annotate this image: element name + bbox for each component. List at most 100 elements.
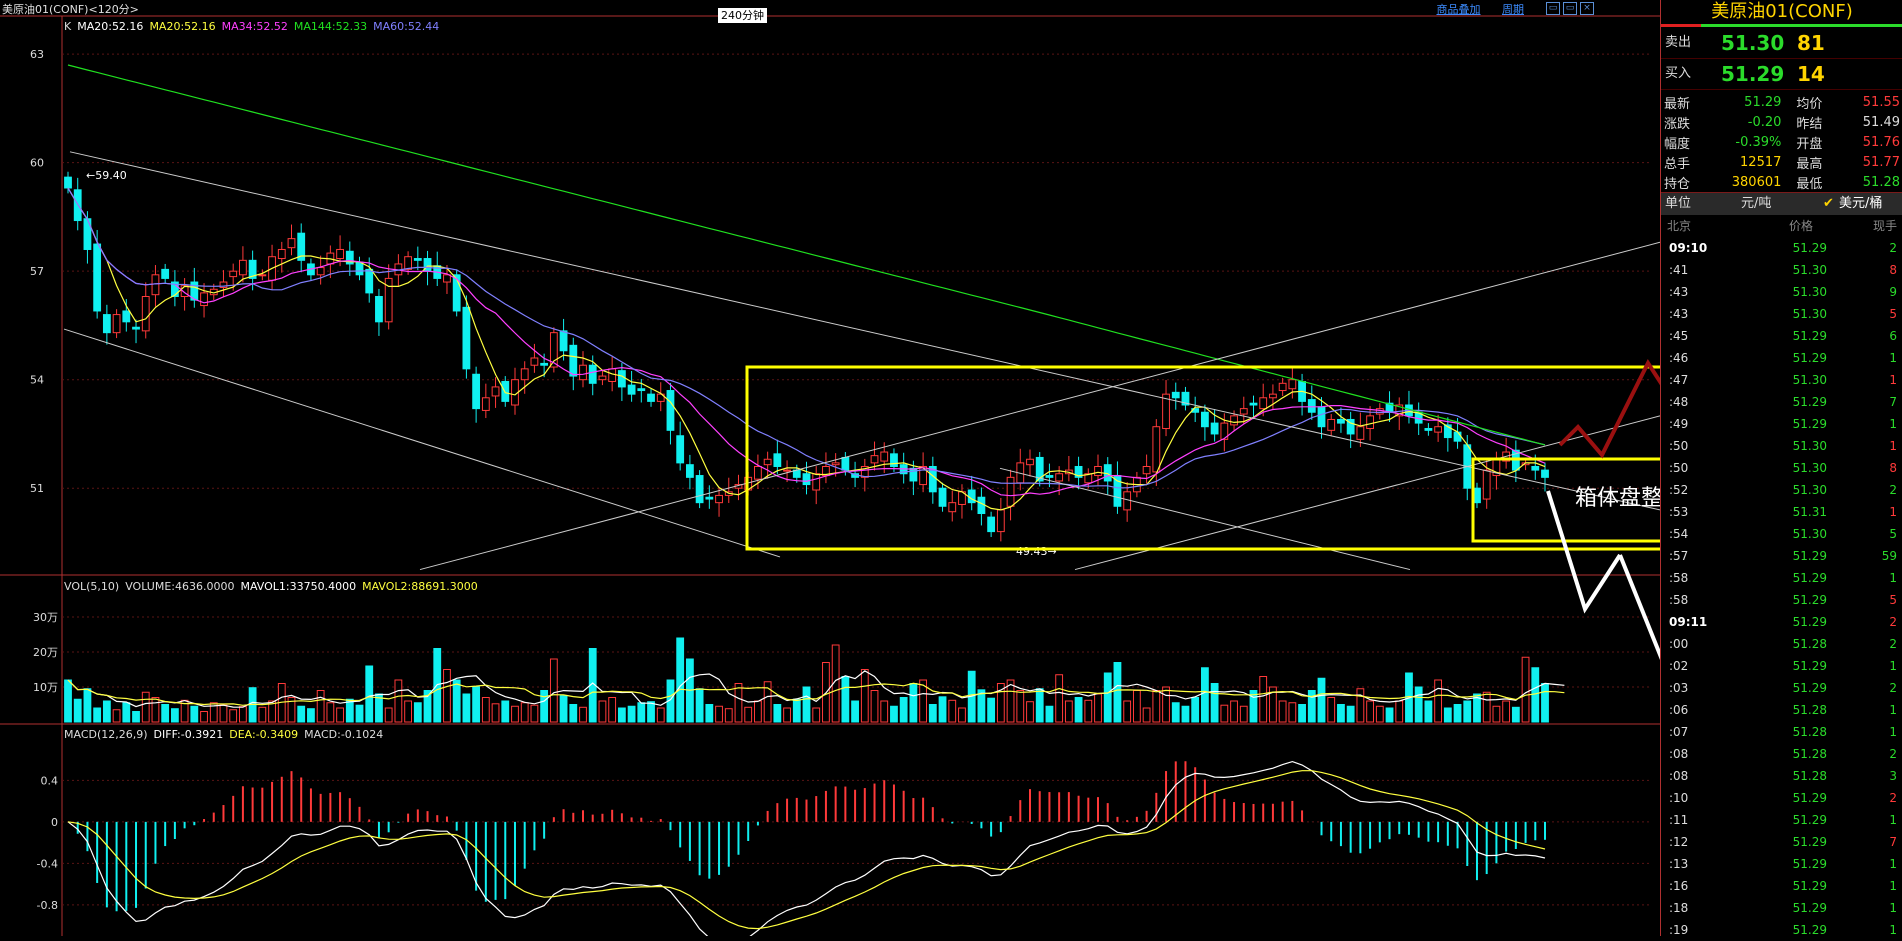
volume-bar [268,700,276,723]
up-scenario-arrow [1558,358,1660,459]
volume-bar [1385,707,1394,723]
unit-us-option[interactable]: 美元/桶 [1839,196,1883,211]
volume-bar [705,704,714,723]
overlay-link[interactable]: 商品叠加 [1436,3,1481,16]
tick-row: :07 51.28 1 [1661,721,1902,743]
tick-time: 09:10 [1669,241,1708,255]
tick-volume: 2 [1889,747,1897,761]
candle-body [122,310,131,323]
candle-body [715,494,723,504]
volume-bar [1191,697,1200,723]
stat-key: 最低 [1796,176,1823,192]
period-tag[interactable]: 240分钟 [718,8,767,23]
volume-bar [996,683,1005,723]
volume-bar [1502,700,1511,723]
candle-body [520,368,529,381]
sell-row[interactable]: 卖出 51.30 81 [1661,28,1902,59]
volume-bar [540,690,549,723]
volume-bar [637,702,646,723]
candle-body [773,453,782,467]
ma60-line [67,187,1546,489]
candle-body [831,462,840,466]
price-tick-label: 60 [30,157,44,170]
unit-cn-option[interactable]: 元/吨 [1741,196,1772,211]
macd-tick-label: -0.8 [37,899,58,912]
high-price-label: ←59.40 [86,169,127,182]
volume-bar [938,696,947,723]
volume-bar [715,705,723,723]
sell-price: 51.30 [1721,31,1785,55]
volume-bar [1414,686,1423,723]
volume-bar [394,679,403,723]
volume-bar [841,676,850,723]
tick-volume: 7 [1889,395,1897,409]
tile-icon[interactable]: ▭ [1563,2,1577,15]
tick-volume: 2 [1889,681,1897,695]
chart-area[interactable]: 63 60 57 54 51 30万 20万 10万 0.4 0 -0.4 -0.8 ←59.40 49.… [0,0,1660,936]
stats-table: 最新 51.29 均价 51.55 涨跌 -0.20 昨结 51.49 幅度 -0.39% 开盘 51… [1661,92,1902,192]
candle-body [1239,408,1248,415]
volume-bar [1453,704,1462,723]
candle-body [695,475,704,504]
candle-body [481,397,490,411]
candle-body [1366,415,1374,430]
tick-time: :18 [1669,901,1689,915]
volume-bar [1152,690,1161,723]
period-link[interactable]: 周期 [1502,3,1524,16]
tick-row: :50 51.30 1 [1661,435,1902,457]
stat-value: 51.55 [1862,94,1900,110]
tick-row: :16 51.29 1 [1661,875,1902,897]
candle-body [1473,487,1481,504]
tick-price: 51.30 [1792,307,1827,321]
volume-bar [1259,676,1268,723]
volume-bar [1337,704,1345,723]
tick-price: 51.29 [1792,329,1827,343]
volume-bar [617,707,626,723]
candle-body [316,267,325,276]
legend_vol-legend-item: VOL(5,10) [64,580,120,593]
tick-time: :53 [1669,505,1689,519]
tick-price: 51.29 [1792,549,1827,563]
tick-volume: 1 [1889,417,1897,431]
tick-price: 51.28 [1792,769,1827,783]
window-buttons: ▭ ▭ × [1543,0,1594,15]
tick-price: 51.30 [1792,439,1827,453]
tick-volume: 1 [1889,505,1897,519]
buy-row[interactable]: 买入 51.29 14 [1661,59,1902,90]
buy-label: 买入 [1665,66,1692,81]
close-icon[interactable]: × [1580,2,1594,15]
volume-bar [549,658,558,723]
volume-bar [656,707,665,723]
volume-legend: VOL(5,10) VOLUME:4636.0000 MAVOL1:33750.40… [64,580,484,593]
down-scenario-arrow [1546,490,1622,614]
candle-body [1482,469,1491,500]
tick-row: :47 51.30 1 [1661,369,1902,391]
macd-tick-label: -0.4 [37,857,58,870]
volume-bar [1084,699,1093,723]
legend_main-legend-item: MA34:52.52 [221,20,288,33]
tick-time: :11 [1669,813,1689,827]
volume-bar [530,704,539,723]
tick-time: :03 [1669,681,1689,695]
tick-price: 51.29 [1792,879,1827,893]
volume-bar [472,686,481,723]
candle-body [141,296,150,332]
candle-body [870,455,879,464]
volume-bar [1511,706,1520,723]
tick-list[interactable]: 09:10 51.29 2:41 51.30 8:43 51.30 9:43 51.30 5:4… [1661,237,1902,941]
restore-icon[interactable]: ▭ [1546,2,1560,15]
tick-time: :07 [1669,725,1689,739]
tick-volume: 9 [1889,285,1897,299]
tick-time: :52 [1669,483,1689,497]
unit-row: 单位 元/吨 ✔ 美元/桶 [1661,192,1902,215]
trendline [999,467,1411,571]
volume-bar [229,709,238,723]
candle-body [754,465,762,480]
volume-bar [919,679,928,723]
candle-body [890,453,898,467]
kline-chart-svg[interactable]: 63 60 57 54 51 30万 20万 10万 0.4 0 -0.4 -0.8 ←59.40 49.… [0,0,1660,936]
candle-body [365,268,374,294]
tick-volume: 7 [1889,835,1897,849]
volume-bar [209,702,218,723]
tick-time: :08 [1669,769,1689,783]
